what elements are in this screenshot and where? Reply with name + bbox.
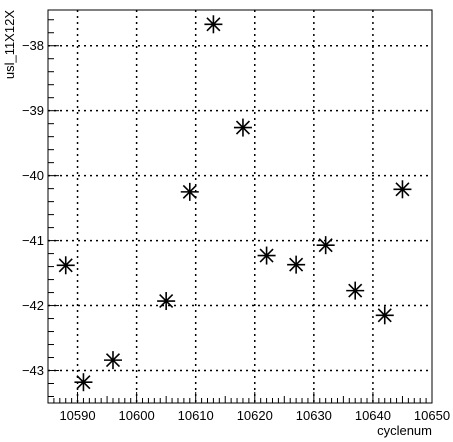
x-tick-labels: 10590 10600 10610 10620 10630 10640 10650 <box>59 408 450 423</box>
star-stroke <box>76 375 91 390</box>
grid-lines <box>48 10 432 403</box>
star-stroke <box>348 283 363 298</box>
star-stroke <box>105 353 121 368</box>
star-stroke <box>259 248 274 263</box>
data-point <box>204 15 223 34</box>
x-tick-label: 10640 <box>355 408 391 423</box>
plot-frame <box>47 9 433 404</box>
star-stroke <box>395 182 410 197</box>
y-tick-label: −43 <box>22 363 44 378</box>
data-point <box>287 255 306 274</box>
star-stroke <box>377 308 392 323</box>
star-stroke <box>206 17 221 32</box>
star-stroke <box>58 258 73 273</box>
star-stroke <box>318 238 333 253</box>
data-points <box>56 15 412 392</box>
data-point <box>375 306 394 325</box>
data-point <box>74 373 93 392</box>
x-tick-label: 10650 <box>414 408 450 423</box>
data-point <box>233 118 252 137</box>
y-tick-label: −40 <box>22 168 44 183</box>
x-tick-label: 10600 <box>119 408 155 423</box>
data-point <box>157 292 176 311</box>
star-stroke <box>235 120 250 135</box>
star-stroke <box>182 184 197 199</box>
y-tick-label: −38 <box>22 38 44 53</box>
x-tick-label: 10630 <box>296 408 332 423</box>
data-point <box>346 281 365 300</box>
y-tick-label: −41 <box>22 233 44 248</box>
x-axis-title: cyclenum <box>377 423 432 438</box>
data-point <box>56 256 75 275</box>
x-tick-label: 10610 <box>178 408 214 423</box>
star-stroke <box>159 293 174 309</box>
axis-ticks <box>47 19 433 403</box>
y-tick-labels: −43 −42 −41 −40 −39 −38 <box>22 38 44 378</box>
data-point <box>180 182 199 201</box>
data-point <box>316 236 335 255</box>
data-point <box>103 351 122 370</box>
x-tick-label: 10590 <box>59 408 95 423</box>
star-stroke <box>289 257 304 272</box>
data-point <box>393 180 412 199</box>
y-tick-label: −39 <box>22 103 44 118</box>
data-point <box>257 246 276 265</box>
y-tick-label: −42 <box>22 298 44 313</box>
y-axis-title: usl_11X12X <box>2 10 17 79</box>
x-tick-label: 10620 <box>237 408 273 423</box>
